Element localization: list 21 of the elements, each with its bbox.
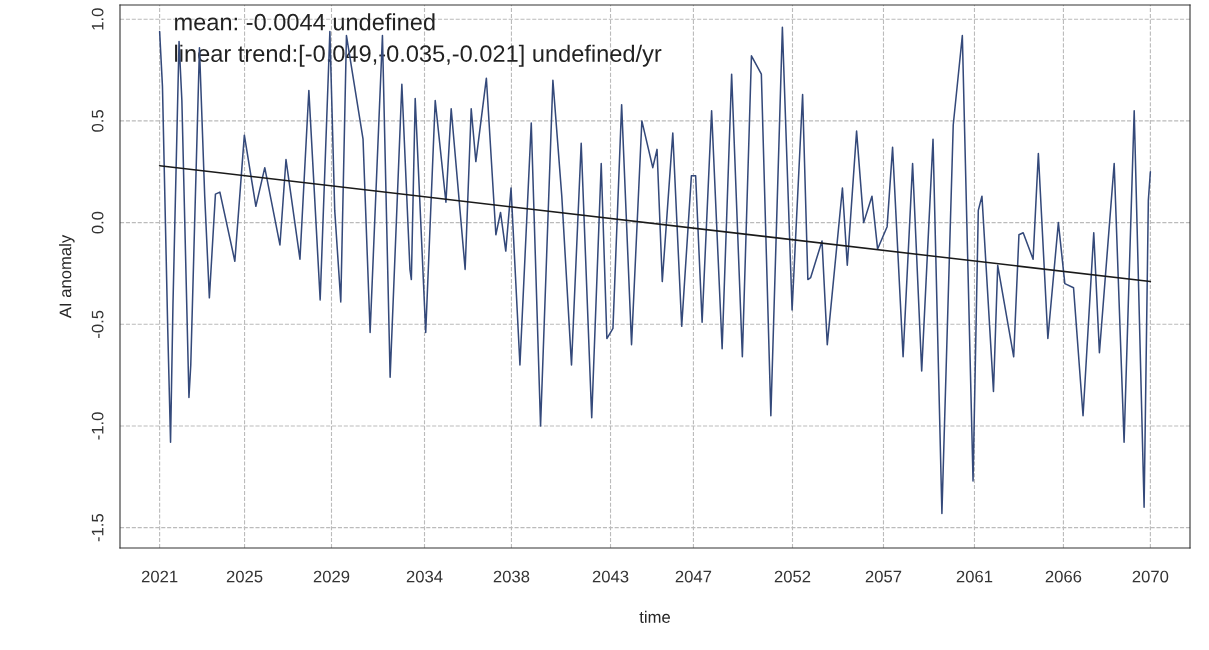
x-tick-label: 2043 (592, 570, 629, 583)
x-tick-label: 2070 (1132, 570, 1169, 583)
x-tick-label: 2029 (313, 570, 350, 583)
x-tick-label: 2038 (493, 570, 530, 583)
x-tick-label: 2047 (675, 570, 712, 583)
y-axis-title: AI anomaly (59, 234, 75, 319)
x-tick-label: 2057 (865, 570, 902, 583)
y-tick-label: -1.0 (91, 412, 104, 440)
annotation: mean: -0.0044 undefined (175, 13, 435, 31)
x-axis-title: time (639, 610, 670, 623)
y-tick-label: 0.0 (91, 211, 104, 234)
x-tick-label: 2034 (406, 570, 443, 583)
y-tick-label: 0.5 (91, 110, 104, 132)
x-tick-label: 2021 (141, 570, 178, 583)
x-tick-label: 2061 (956, 570, 993, 583)
y-tick-label: -1.5 (91, 514, 104, 542)
x-tick-label: 2066 (1045, 570, 1082, 583)
y-tick-label: -0.5 (91, 310, 104, 338)
x-tick-label: 2052 (774, 570, 811, 583)
x-tick-label: 2025 (226, 570, 263, 583)
y-tick-label: 1.0 (91, 8, 104, 30)
